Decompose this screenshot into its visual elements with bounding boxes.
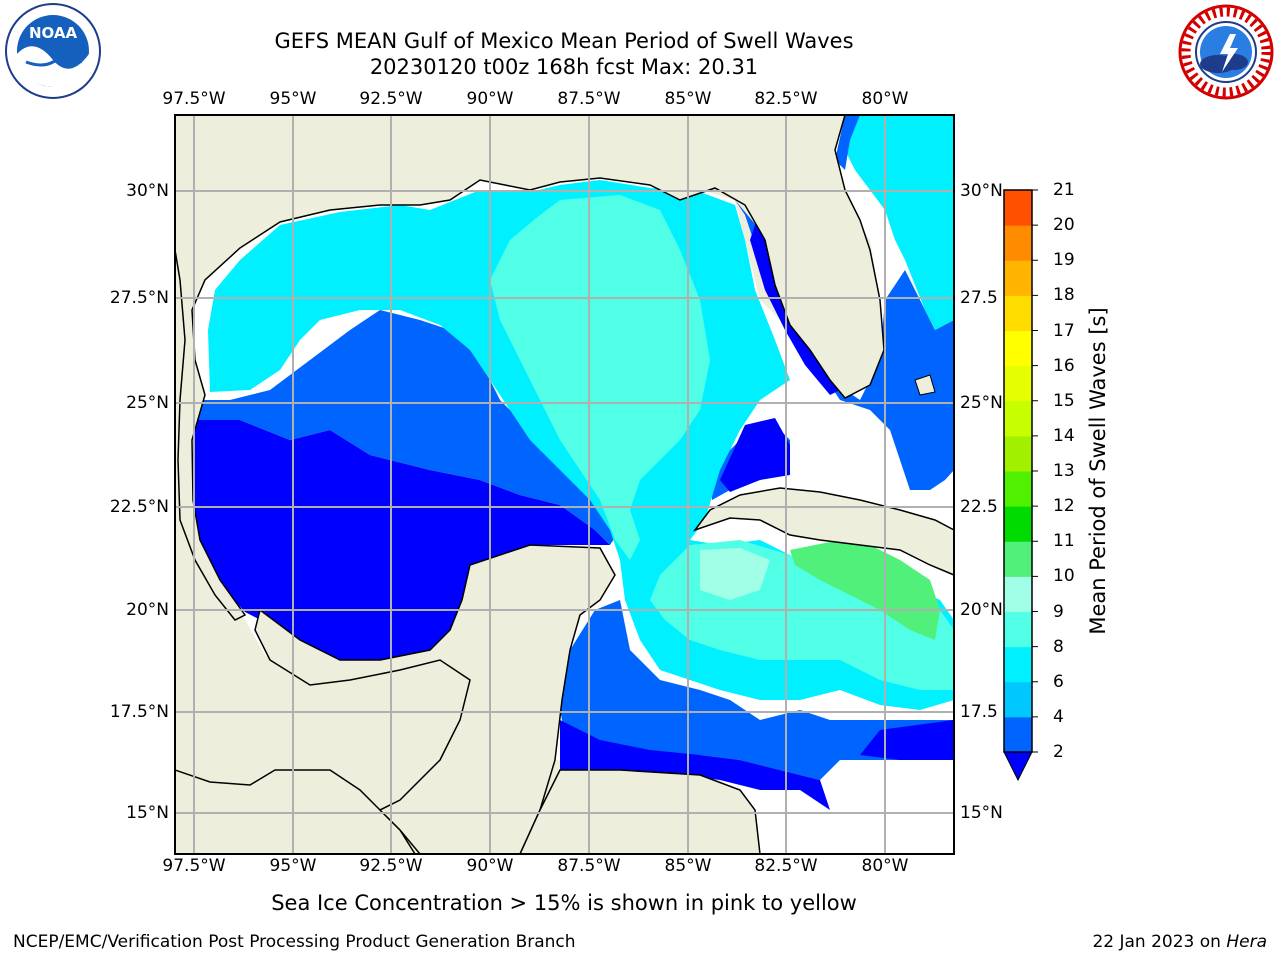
colorbar-level-label: 14 <box>1053 425 1075 446</box>
lat-label: 15°N <box>960 803 1003 823</box>
colorbar-level-label: 15 <box>1053 390 1075 411</box>
lon-label: 92.5°W <box>359 89 423 109</box>
colorbar-level-label: 19 <box>1053 250 1075 271</box>
svg-text:NOAA: NOAA <box>29 24 78 42</box>
colorbar-swatch <box>1004 541 1032 577</box>
swell-4-6-yucatan <box>558 600 954 780</box>
colorbar-swatch <box>1004 365 1032 402</box>
colorbar-level-label: 20 <box>1053 215 1075 236</box>
map-title: GEFS MEAN Gulf of Mexico Mean Period of … <box>274 29 854 53</box>
map-subtitle: 20230120 t00z 168h fcst Max: 20.31 <box>369 55 759 79</box>
date-value: 22 Jan 2023 on <box>1092 932 1227 952</box>
yucatan-land <box>254 544 616 854</box>
date-text: 22 Jan 2023 on Hera <box>1092 932 1267 952</box>
nws-logo <box>1178 4 1274 100</box>
colorbar-swatch <box>1004 681 1032 718</box>
colorbar-swatch <box>1004 611 1032 648</box>
colorbar-level-label: 13 <box>1053 461 1075 481</box>
lon-label: 87.5°W <box>557 89 621 109</box>
colorbar-swatch <box>1004 260 1032 296</box>
host-name: Hera <box>1226 932 1267 952</box>
colorbar-title: Mean Period of Swell Waves [s] <box>1086 307 1110 635</box>
graticule <box>175 115 954 854</box>
colorbar-swatch <box>1004 295 1032 331</box>
noaa-logo: NOAA <box>5 3 101 99</box>
lat-label: 25°N <box>960 393 1003 413</box>
lat-label: 20°N <box>126 600 169 620</box>
lon-label: 90°W <box>466 856 514 876</box>
swell-4-6-atlantic <box>835 115 860 170</box>
lon-label: 95°W <box>269 856 317 876</box>
lat-label: 27.5 <box>960 288 998 308</box>
colorbar-swatch <box>1004 330 1032 367</box>
lat-label: 25°N <box>126 393 169 413</box>
colorbar-level-label: 12 <box>1053 496 1075 517</box>
swell-4-6-west <box>195 310 620 545</box>
lon-label: 82.5°W <box>754 856 818 876</box>
swell-4-6-east <box>735 200 954 490</box>
colorbar-swatch <box>1004 576 1032 612</box>
swell-8-9 <box>490 195 710 560</box>
colorbar-swatch <box>1004 400 1032 437</box>
colorbar-extend-triangle <box>1003 751 1033 782</box>
lon-label: 85°W <box>664 856 712 876</box>
swell-9-10 <box>700 548 770 600</box>
lon-label: 82.5°W <box>754 89 818 109</box>
map-frame <box>174 114 955 855</box>
lon-label: 80°W <box>861 856 909 876</box>
lat-label: 22.5°N <box>109 497 169 517</box>
swell-2-4-sw <box>560 720 830 810</box>
sea-ice-note: Sea Ice Concentration > 15% is shown in … <box>271 891 857 915</box>
lat-label: 17.5 <box>960 702 998 722</box>
swell-6-8-atlantic <box>845 115 954 330</box>
us-land <box>175 115 885 621</box>
colorbar-level-label: 11 <box>1053 531 1075 552</box>
lon-label: 95°W <box>269 89 317 109</box>
swell-2-4-se <box>860 720 954 760</box>
colorbar-level-label: 9 <box>1053 601 1064 622</box>
colorbar-swatch <box>1004 225 1032 261</box>
lat-label: 30°N <box>126 181 169 201</box>
swell-10-11 <box>790 540 940 640</box>
colorbar-level-label: 18 <box>1053 285 1075 306</box>
colorbar-swatch <box>1004 646 1032 683</box>
bahamas-land <box>914 374 936 396</box>
lon-label: 97.5°W <box>162 856 226 876</box>
colorbar-level-label: 8 <box>1053 636 1064 657</box>
colorbar-swatch <box>1004 506 1032 542</box>
colorbar-level-label: 21 <box>1053 180 1075 200</box>
colorbar-level-label: 10 <box>1053 566 1075 587</box>
lon-label: 92.5°W <box>359 856 423 876</box>
swell-2-4-east <box>720 418 790 492</box>
colorbar-swatch <box>1004 435 1032 472</box>
lon-label: 85°W <box>664 89 712 109</box>
lat-label: 30°N <box>960 181 1003 201</box>
credit-text: NCEP/EMC/Verification Post Processing Pr… <box>13 932 576 952</box>
colorbar-swatch <box>1004 190 1032 226</box>
lat-label: 27.5°N <box>109 288 169 308</box>
lat-label: 17.5°N <box>109 702 169 722</box>
colorbar-swatch <box>1004 471 1032 507</box>
lon-label: 80°W <box>861 89 909 109</box>
lon-label: 97.5°W <box>162 89 226 109</box>
lon-label: 90°W <box>466 89 514 109</box>
colorbar-level-label: 4 <box>1053 706 1064 727</box>
colorbar-level-label: 2 <box>1053 742 1064 762</box>
colorbar-level-label: 17 <box>1053 320 1075 341</box>
lat-label: 20°N <box>960 600 1003 620</box>
colorbar-level-label: 6 <box>1053 671 1064 692</box>
colorbar-swatch <box>1004 716 1032 753</box>
lat-label: 15°N <box>126 803 169 823</box>
lon-label: 87.5°W <box>557 856 621 876</box>
lat-label: 22.5 <box>960 497 998 517</box>
colorbar-level-label: 16 <box>1053 355 1075 376</box>
